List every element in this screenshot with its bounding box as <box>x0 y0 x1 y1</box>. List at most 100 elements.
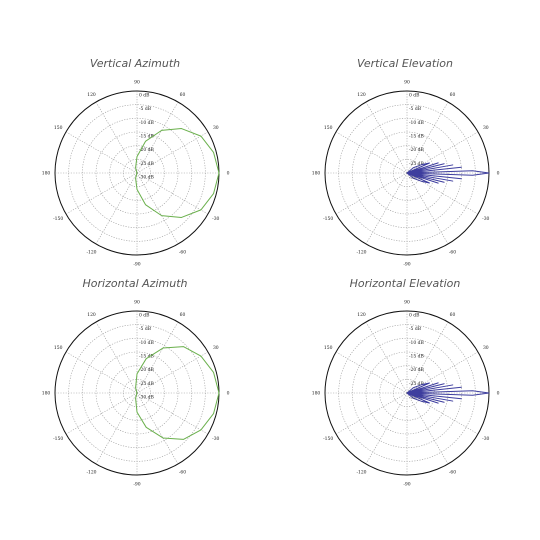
angle-tick-label: 60 <box>180 312 186 318</box>
polar-plot: 90 60 30 0 -30 -60 -90 -120 -150 180 150 120 0 dB -5 … <box>312 80 500 268</box>
grid-spoke <box>335 131 408 174</box>
grid-spoke <box>365 101 408 174</box>
chart-vertical-elevation: Vertical Elevation 90 60 30 0 -30 -60 -90 -120 -… <box>270 57 540 287</box>
angle-tick-label: -30 <box>212 436 219 442</box>
ring-db-label: -5 dB <box>409 326 422 332</box>
ring-db-label: -15 dB <box>139 354 155 360</box>
angle-tick-label: -60 <box>449 469 456 475</box>
angle-tick-label: 0 <box>497 391 500 397</box>
angle-tick-label: -60 <box>449 249 456 255</box>
angle-tick-label: 0 <box>227 391 230 397</box>
grid-ring <box>379 145 435 201</box>
grid-spoke <box>335 392 408 435</box>
grid-spoke <box>406 172 449 245</box>
ring-db-label: -20 dB <box>409 147 425 153</box>
angle-tick-label: 90 <box>134 300 140 306</box>
ring-db-label: -25 dB <box>409 381 425 387</box>
grid-ring <box>95 351 179 435</box>
grid-ring <box>365 131 449 215</box>
angle-tick-label: -120 <box>356 249 366 255</box>
grid-spoke <box>136 351 209 394</box>
ring-db-label: 0 dB <box>409 93 420 99</box>
chart-horizontal-azimuth: Horizontal Azimuth 90 60 30 0 -30 -60 -90 -120 -… <box>0 277 270 507</box>
angle-tick-label: -30 <box>482 436 489 442</box>
angle-tick-label: -30 <box>482 216 489 222</box>
ring-db-label: -20 dB <box>139 367 155 373</box>
chart-title: Vertical Azimuth <box>89 57 181 70</box>
angle-tick-label: 30 <box>213 345 219 351</box>
ring-db-label: -20 dB <box>139 147 155 153</box>
chart-title: Vertical Elevation <box>357 57 453 70</box>
angle-tick-label: 0 <box>227 171 230 177</box>
angle-tick-label: -60 <box>179 249 186 255</box>
angle-tick-label: -150 <box>53 436 63 442</box>
ring-db-label: 0 dB <box>139 313 150 319</box>
chart-vertical-azimuth: Vertical Azimuth 90 60 30 0 -30 -60 -90 -120 -15… <box>0 57 270 287</box>
angle-tick-label: 60 <box>450 92 456 98</box>
grid-ring <box>365 351 449 435</box>
angle-tick-label: 180 <box>312 391 321 397</box>
grid-spoke <box>136 321 179 394</box>
grid-spoke <box>406 321 449 394</box>
angle-tick-label: -150 <box>323 216 333 222</box>
angle-tick-label: 180 <box>42 171 51 177</box>
ring-db-label: -10 dB <box>139 120 155 126</box>
angle-tick-label: -90 <box>133 482 140 488</box>
angle-tick-label: 30 <box>213 125 219 131</box>
angle-tick-label: 90 <box>404 80 410 86</box>
ring-db-label: -15 dB <box>139 134 155 140</box>
grid-spoke <box>365 172 408 245</box>
grid-spoke <box>136 131 209 174</box>
grid-spoke <box>335 172 408 215</box>
angle-tick-label: 90 <box>134 80 140 86</box>
ring-db-label: -25 dB <box>139 381 155 387</box>
ring-db-label: -10 dB <box>409 340 425 346</box>
angle-tick-label: -90 <box>403 482 410 488</box>
grid-spoke <box>95 321 138 394</box>
angle-tick-label: 180 <box>42 391 51 397</box>
chart-horizontal-elevation: Horizontal Elevation 90 60 30 0 -30 -60 -90 -12… <box>270 277 540 507</box>
ring-db-label: -20 dB <box>409 367 425 373</box>
angle-tick-label: -120 <box>86 469 96 475</box>
angle-tick-label: 120 <box>357 92 366 98</box>
grid-ring <box>109 365 165 421</box>
ring-db-label: -5 dB <box>139 106 152 112</box>
grid-spoke <box>365 321 408 394</box>
grid-spoke <box>335 351 408 394</box>
grid-spoke <box>136 172 209 215</box>
angle-tick-label: 60 <box>450 312 456 318</box>
angle-tick-label: -120 <box>356 469 366 475</box>
angle-tick-label: -150 <box>53 216 63 222</box>
ring-db-label: -25 dB <box>139 161 155 167</box>
ring-db-label: -30 dB <box>139 395 155 401</box>
angle-tick-label: -90 <box>403 262 410 268</box>
ring-db-label: -10 dB <box>409 120 425 126</box>
angle-tick-label: 150 <box>324 125 333 131</box>
grid-ring <box>95 131 179 215</box>
grid-spoke <box>136 392 209 435</box>
grid-spoke <box>406 101 449 174</box>
ring-db-label: -15 dB <box>409 134 425 140</box>
grid-ring <box>109 145 165 201</box>
ring-db-label: -15 dB <box>409 354 425 360</box>
angle-tick-label: 60 <box>180 92 186 98</box>
angle-tick-label: 30 <box>483 125 489 131</box>
angle-tick-label: 120 <box>357 312 366 318</box>
angle-tick-label: -150 <box>323 436 333 442</box>
pattern-trace <box>135 346 220 440</box>
grid-spoke <box>136 172 179 245</box>
angle-tick-label: 150 <box>54 125 63 131</box>
pattern-trace <box>406 382 490 404</box>
grid-spoke <box>365 392 408 465</box>
grid-ring <box>379 365 435 421</box>
polar-plot: 90 60 30 0 -30 -60 -90 -120 -150 180 150 120 0 dB -5 … <box>312 300 500 488</box>
grid-spoke <box>136 101 179 174</box>
angle-tick-label: 90 <box>404 300 410 306</box>
ring-db-label: -25 dB <box>409 161 425 167</box>
angle-tick-label: 30 <box>483 345 489 351</box>
grid-spoke <box>65 131 138 174</box>
ring-db-label: -30 dB <box>139 175 155 181</box>
ring-db-label: -5 dB <box>139 326 152 332</box>
angle-tick-label: 180 <box>312 171 321 177</box>
pattern-trace <box>406 162 490 184</box>
